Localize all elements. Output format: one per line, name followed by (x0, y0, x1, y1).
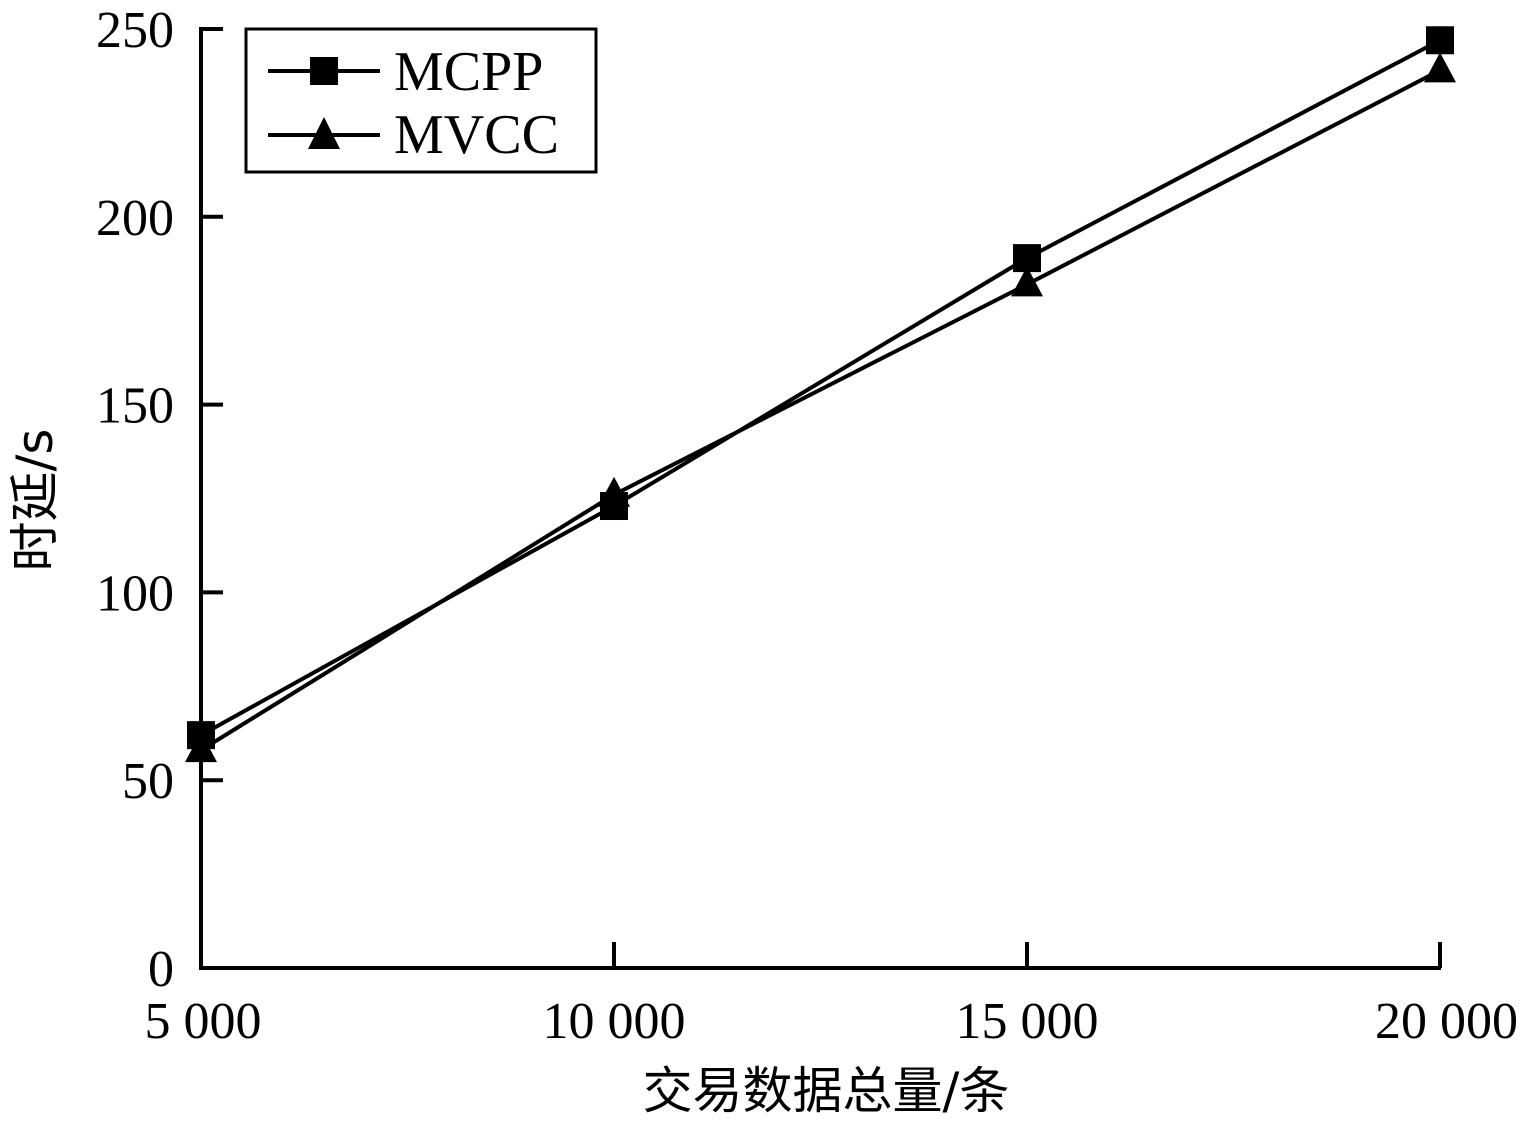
data-point-mcpp (1426, 26, 1454, 55)
y-tick-label: 0 (148, 941, 174, 998)
legend-marker-mcpp (310, 57, 338, 85)
x-ticks: 5 000 10 000 15 000 20 000 (145, 942, 1518, 1050)
x-tick-label: 20 000 (1375, 993, 1518, 1050)
y-tick-label: 150 (96, 378, 174, 435)
x-tick-label: 5 000 (145, 993, 262, 1050)
legend-box (244, 27, 598, 174)
y-tick-label: 100 (96, 565, 174, 622)
y-tick-label: 200 (96, 190, 174, 247)
legend-label-mvcc: MVCC (394, 104, 559, 166)
x-tick-label: 10 000 (543, 993, 686, 1050)
x-axis-title: 交易数据总量/条 (643, 1062, 1010, 1120)
y-ticks: 0 50 100 150 200 250 (96, 2, 223, 998)
axes (199, 27, 1441, 970)
series-line-mvcc (199, 68, 1441, 752)
legend-marker-mvcc (308, 117, 340, 149)
legend: MCPP MVCC (244, 27, 598, 174)
data-point-mvcc (185, 732, 217, 763)
series-layer (185, 26, 1456, 763)
y-axis-title: 时延/s (6, 429, 64, 572)
y-tick-label: 250 (96, 2, 174, 59)
x-tick-label: 15 000 (956, 993, 1099, 1050)
y-tick-label: 50 (122, 753, 174, 810)
data-point-mvcc (1424, 52, 1456, 83)
data-point-mvcc (1011, 266, 1043, 297)
data-point-mvcc (598, 476, 630, 507)
legend-label-mcpp: MCPP (394, 41, 543, 103)
